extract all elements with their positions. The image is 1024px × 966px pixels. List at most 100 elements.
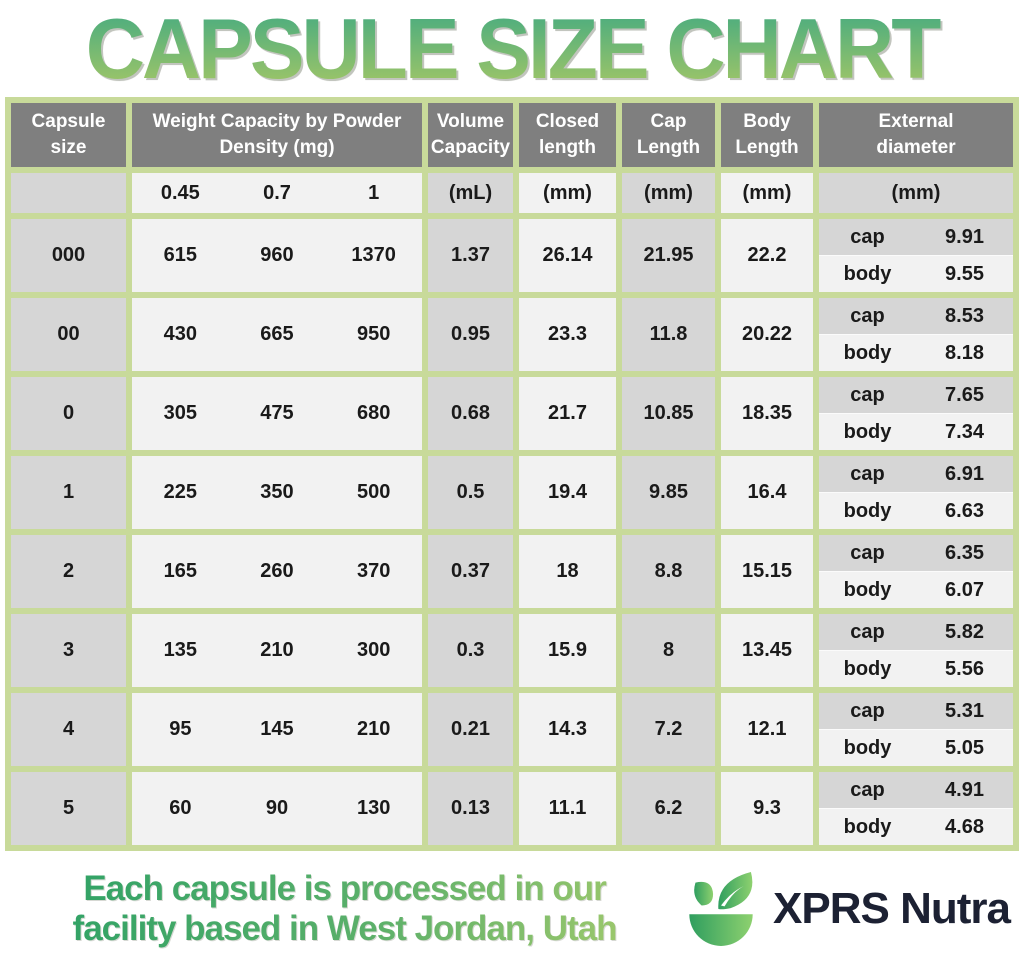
external-cap-subrow: cap 5.31 xyxy=(819,693,1013,730)
weight-at-045: 615 xyxy=(163,244,198,266)
brand-name: XPRS Nutra xyxy=(773,884,1011,933)
header-cap-length: Cap Length xyxy=(622,103,715,167)
weight-at-07: 145 xyxy=(260,718,294,740)
cell-cap-length: 11.8 xyxy=(622,298,715,371)
external-cap-value: 5.82 xyxy=(945,620,984,643)
cell-cap-length: 7.2 xyxy=(622,693,715,766)
external-cap-subrow: cap 8.53 xyxy=(819,298,1013,335)
cell-volume-capacity: 0.95 xyxy=(428,298,513,371)
external-cap-value: 7.65 xyxy=(945,383,984,406)
unit-cap: (mm) xyxy=(622,173,715,213)
external-cap-label: cap xyxy=(850,462,885,485)
external-cap-subrow: cap 9.91 xyxy=(819,219,1013,256)
weight-at-045: 135 xyxy=(163,639,198,661)
cell-external-diameter: cap 4.91 body 4.68 xyxy=(819,772,1013,845)
cell-closed-length: 18 xyxy=(519,535,616,608)
cell-external-diameter: cap 7.65 body 7.34 xyxy=(819,377,1013,450)
external-body-label: body xyxy=(843,578,892,601)
external-cap-label: cap xyxy=(850,304,885,327)
external-body-subrow: body 6.07 xyxy=(819,572,1013,608)
weight-at-1: 950 xyxy=(356,323,391,345)
external-body-label: body xyxy=(843,262,892,285)
cell-capsule-size: 3 xyxy=(11,614,126,687)
cell-weight-capacity: 430 665 950 xyxy=(132,298,422,371)
header-closed-length: Closed length xyxy=(519,103,616,167)
capsule-size-table: Capsule size Weight Capacity by Powder D… xyxy=(5,97,1019,851)
weight-at-07: 260 xyxy=(260,560,294,582)
cell-weight-capacity: 615 960 1370 xyxy=(132,219,422,292)
cell-external-diameter: cap 5.31 body 5.05 xyxy=(819,693,1013,766)
cell-cap-length: 9.85 xyxy=(622,456,715,529)
external-cap-label: cap xyxy=(850,778,885,801)
cell-capsule-size: 000 xyxy=(11,219,126,292)
external-cap-label: cap xyxy=(850,699,885,722)
cell-closed-length: 23.3 xyxy=(519,298,616,371)
external-body-label: body xyxy=(843,341,892,364)
cell-weight-capacity: 60 90 130 xyxy=(132,772,422,845)
cell-weight-capacity: 305 475 680 xyxy=(132,377,422,450)
cell-body-length: 16.4 xyxy=(721,456,813,529)
weight-at-1: 1370 xyxy=(351,244,396,266)
weight-at-1: 130 xyxy=(356,797,391,819)
cell-weight-capacity: 95 145 210 xyxy=(132,693,422,766)
external-body-value: 8.18 xyxy=(945,341,984,364)
cell-body-length: 22.2 xyxy=(721,219,813,292)
external-body-subrow: body 5.56 xyxy=(819,651,1013,687)
cell-capsule-size: 00 xyxy=(11,298,126,371)
weight-at-1: 370 xyxy=(356,560,391,582)
external-body-value: 7.34 xyxy=(945,420,984,443)
cell-capsule-size: 0 xyxy=(11,377,126,450)
external-body-subrow: body 5.05 xyxy=(819,730,1013,766)
cell-body-length: 18.35 xyxy=(721,377,813,450)
external-cap-value: 4.91 xyxy=(945,778,984,801)
unit-external: (mm) xyxy=(819,173,1013,213)
external-body-value: 9.55 xyxy=(945,262,984,285)
weight-at-1: 680 xyxy=(356,402,391,424)
cell-capsule-size: 1 xyxy=(11,456,126,529)
cell-cap-length: 10.85 xyxy=(622,377,715,450)
density-1: 1 xyxy=(368,181,380,204)
table-row: 4 95 145 210 0.21 14.3 7.2 12.1 cap 5.31… xyxy=(11,693,1013,766)
cell-volume-capacity: 0.3 xyxy=(428,614,513,687)
cell-external-diameter: cap 6.35 body 6.07 xyxy=(819,535,1013,608)
cell-external-diameter: cap 5.82 body 5.56 xyxy=(819,614,1013,687)
cell-closed-length: 15.9 xyxy=(519,614,616,687)
external-cap-subrow: cap 7.65 xyxy=(819,377,1013,414)
table-row: 2 165 260 370 0.37 18 8.8 15.15 cap 6.35… xyxy=(11,535,1013,608)
cell-volume-capacity: 1.37 xyxy=(428,219,513,292)
external-body-value: 5.05 xyxy=(945,736,984,759)
external-body-label: body xyxy=(843,420,892,443)
external-cap-value: 6.35 xyxy=(945,541,984,564)
cell-capsule-size: 4 xyxy=(11,693,126,766)
external-body-value: 4.68 xyxy=(945,815,984,838)
external-body-subrow: body 7.34 xyxy=(819,414,1013,450)
external-cap-label: cap xyxy=(850,383,885,406)
table-row: 000 615 960 1370 1.37 26.14 21.95 22.2 c… xyxy=(11,219,1013,292)
external-cap-value: 9.91 xyxy=(945,225,984,248)
table-header-row: Capsule size Weight Capacity by Powder D… xyxy=(11,103,1013,167)
cell-closed-length: 26.14 xyxy=(519,219,616,292)
weight-at-07: 210 xyxy=(260,639,294,661)
external-cap-value: 5.31 xyxy=(945,699,984,722)
external-cap-subrow: cap 5.82 xyxy=(819,614,1013,651)
cell-cap-length: 8.8 xyxy=(622,535,715,608)
cell-body-length: 13.45 xyxy=(721,614,813,687)
cell-volume-capacity: 0.37 xyxy=(428,535,513,608)
cell-body-length: 20.22 xyxy=(721,298,813,371)
header-volume-capacity: Volume Capacity xyxy=(428,103,513,167)
cell-cap-length: 6.2 xyxy=(622,772,715,845)
external-body-subrow: body 8.18 xyxy=(819,335,1013,371)
external-cap-label: cap xyxy=(850,541,885,564)
cell-body-length: 9.3 xyxy=(721,772,813,845)
external-body-label: body xyxy=(843,499,892,522)
cell-capsule-size: 2 xyxy=(11,535,126,608)
tagline-line-2: facility based in West Jordan, Utah xyxy=(72,909,617,948)
weight-at-07: 350 xyxy=(260,481,294,503)
external-cap-subrow: cap 4.91 xyxy=(819,772,1013,809)
brand-logo-group: XPRS Nutra xyxy=(677,865,1011,953)
weight-at-07: 665 xyxy=(260,323,294,345)
cell-weight-capacity: 135 210 300 xyxy=(132,614,422,687)
table-units-row: 0.45 0.7 1 (mL) (mm) (mm) (mm) (mm) xyxy=(11,173,1013,213)
external-cap-subrow: cap 6.91 xyxy=(819,456,1013,493)
footer: Each capsule is processed in our facilit… xyxy=(0,865,1024,953)
